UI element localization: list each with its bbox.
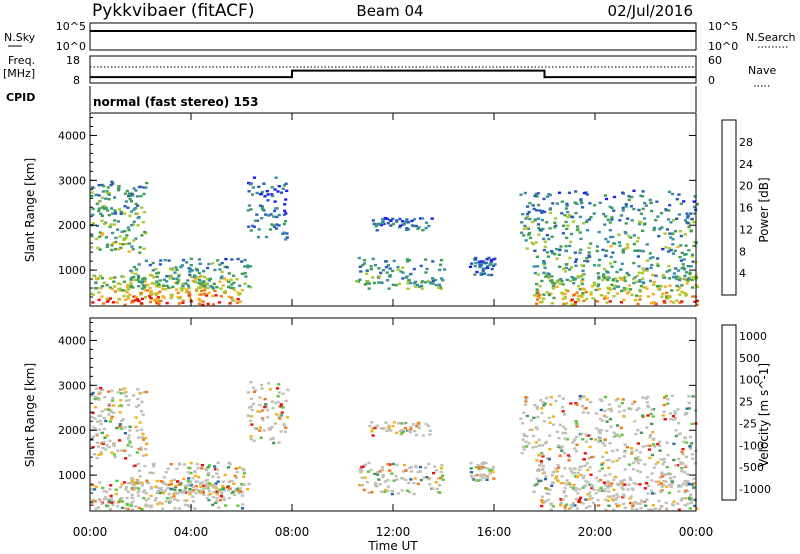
freq-unit: [MHz] (3, 67, 35, 80)
nsearch-label: N.Search (746, 31, 796, 44)
velocity-echo-region (246, 381, 290, 445)
power-colorbar-tick: 8 (739, 245, 746, 258)
date-title: 02/Jul/2016 (608, 2, 693, 20)
velocity-colorbar-tick: 100 (739, 374, 760, 387)
power-echo-region (519, 189, 699, 250)
time-tick-label: 08:00 (275, 525, 310, 539)
time-tick-label: 20:00 (578, 525, 613, 539)
velocity-colorbar-tick: 500 (739, 352, 760, 365)
cpid-text: normal (fast stereo) 153 (93, 95, 259, 109)
power-ytick-label: 4000 (58, 129, 86, 142)
velocity-colorbar-tick: -1000 (739, 483, 771, 496)
velocity-echo-region (469, 461, 496, 482)
power-echo-region (355, 256, 447, 290)
velocity-echo-region (532, 479, 699, 512)
power-colorbar-tick: 28 (739, 136, 753, 149)
velocity-ytick-label: 4000 (58, 334, 86, 347)
freq-trace (90, 69, 696, 79)
station-title: Pykkvibaer (fitACF) (92, 1, 254, 21)
velocity-colorbar-tick: -100 (739, 439, 764, 452)
power-panel: 1000 2000 3000 4000 Slant Range [km] (23, 112, 699, 307)
power-echo-region (90, 274, 244, 307)
freq-tick-bottom: 8 (73, 74, 80, 87)
velocity-colorbar-tick: -25 (739, 417, 757, 430)
power-echo-region (371, 216, 434, 232)
power-ytick-label: 3000 (58, 174, 86, 187)
freq-label: Freq. (8, 54, 35, 67)
freq-tick-top: 18 (66, 54, 80, 67)
velocity-ylabel: Slant Range [km] (23, 363, 37, 467)
power-echo-region (533, 274, 699, 307)
power-scatter (90, 176, 699, 307)
power-colorbar-tick: 4 (739, 267, 746, 280)
velocity-echo-region (519, 394, 698, 455)
velocity-panel: 1000 2000 3000 4000 Slant Range [km] (23, 317, 699, 512)
velocity-scatter (90, 381, 699, 512)
power-colorbar-tick: 24 (739, 158, 753, 171)
nsky-tick-bottom: 10^0 (56, 40, 86, 53)
velocity-echo-region (130, 461, 251, 496)
power-ylabel: Slant Range [km] (23, 158, 37, 262)
velocity-echo-region (358, 461, 445, 496)
power-colorbar-tick: 20 (739, 180, 753, 193)
velocity-ytick-label: 1000 (58, 469, 86, 482)
time-tick-label: 04:00 (174, 525, 209, 539)
nsearch-tick-top: 10^5 (708, 20, 738, 33)
nsearch-tick-bottom: 10^0 (708, 40, 738, 53)
nsky-label: N.Sky (4, 31, 36, 44)
power-colorbar-label: Power [dB] (757, 177, 771, 242)
power-colorbar-tick: 16 (739, 202, 753, 215)
time-tick-label: 00:00 (679, 525, 714, 539)
velocity-echo-region (90, 479, 245, 511)
power-ytick-label: 2000 (58, 219, 86, 232)
velocity-ytick-label: 2000 (58, 424, 86, 437)
nsky-panel (89, 22, 697, 51)
power-echo-region (468, 256, 497, 277)
velocity-echo-region (368, 421, 432, 437)
freq-panel (89, 55, 697, 84)
power-echo-region (532, 247, 698, 282)
beam-title: Beam 04 (356, 2, 423, 20)
nave-label: Nave (748, 64, 776, 77)
velocity-colorbar: 1000 500 100 25 -25 -100 -500 -1000 (721, 324, 771, 501)
power-colorbar: 4 8 12 16 20 24 28 (721, 119, 753, 296)
cpid-label: CPID (6, 91, 35, 104)
time-axis-label: Time UT (367, 539, 418, 553)
velocity-echo-region (90, 387, 149, 460)
velocity-colorbar-label: Velocity [m s^-1] (757, 363, 771, 467)
power-echo-region (129, 257, 253, 290)
time-tick-label: 16:00 (477, 525, 512, 539)
velocity-colorbar-tick: 1000 (739, 330, 767, 343)
time-tick-label: 12:00 (376, 525, 411, 539)
nave-tick-bottom: 0 (708, 74, 715, 87)
power-ytick-label: 1000 (58, 264, 86, 277)
velocity-colorbar-tick: -500 (739, 461, 764, 474)
power-echo-region (246, 176, 289, 241)
power-colorbar-tick: 12 (739, 223, 753, 236)
velocity-echo-region (535, 453, 698, 487)
velocity-colorbar-tick: 25 (739, 396, 753, 409)
power-echo-region (90, 180, 149, 254)
nsky-tick-top: 10^5 (56, 20, 86, 33)
velocity-ytick-label: 3000 (58, 379, 86, 392)
time-axis: 00:00 04:00 08:00 12:00 16:00 20:00 00:00 (73, 525, 714, 539)
nave-tick-top: 60 (708, 54, 722, 67)
time-tick-label: 00:00 (73, 525, 108, 539)
freq-step-line (90, 69, 696, 79)
